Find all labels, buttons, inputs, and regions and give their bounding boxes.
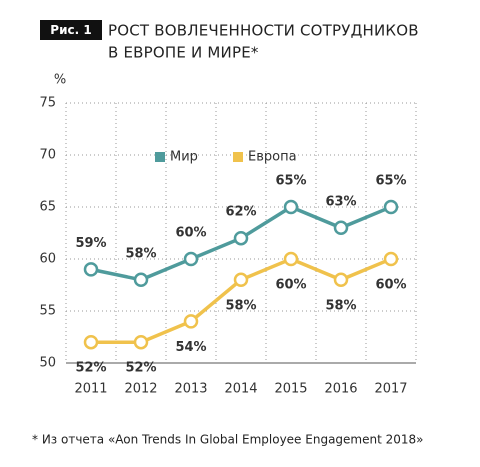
data-label: 52% xyxy=(125,361,156,376)
footnote: * Из отчета «Aon Trends In Global Employ… xyxy=(32,433,424,447)
data-label: 60% xyxy=(175,226,206,241)
point xyxy=(383,199,399,215)
point xyxy=(183,314,199,329)
y-tick-label: 50 xyxy=(39,356,56,371)
x-tick-label: 2014 xyxy=(224,382,257,397)
data-label: 58% xyxy=(325,298,356,313)
data-label: 60% xyxy=(375,278,406,293)
point xyxy=(333,220,349,236)
data-label: 63% xyxy=(325,194,356,209)
data-label: 54% xyxy=(175,340,206,355)
legend-swatch xyxy=(233,152,243,162)
data-label: 59% xyxy=(75,236,106,251)
legend-label: Европа xyxy=(248,150,297,165)
x-tick-label: 2011 xyxy=(74,382,107,397)
point xyxy=(283,199,299,215)
point xyxy=(283,251,299,267)
point xyxy=(233,272,249,288)
point xyxy=(233,230,249,246)
data-label: 58% xyxy=(225,298,256,313)
x-tick-label: 2017 xyxy=(374,382,407,397)
y-tick-label: 55 xyxy=(39,304,56,319)
y-unit: % xyxy=(54,73,66,88)
data-label: 65% xyxy=(275,174,306,189)
y-tick-label: 75 xyxy=(39,96,56,111)
x-tick-label: 2016 xyxy=(324,382,357,397)
x-tick-label: 2013 xyxy=(174,382,207,397)
y-tick-label: 65 xyxy=(39,200,56,215)
chart-title: В ЕВРОПЕ И МИРЕ* xyxy=(108,44,259,62)
data-label: 52% xyxy=(75,361,106,376)
x-tick-label: 2012 xyxy=(124,382,157,397)
point xyxy=(333,272,349,288)
data-label: 58% xyxy=(125,246,156,261)
data-label: 60% xyxy=(275,278,306,293)
figure-label: Рис. 1 xyxy=(50,23,91,37)
data-label: 62% xyxy=(225,205,256,220)
legend-swatch xyxy=(155,152,165,162)
point xyxy=(83,334,99,350)
legend-label: Мир xyxy=(170,150,198,165)
point xyxy=(133,272,149,288)
y-tick-label: 70 xyxy=(39,148,56,163)
point xyxy=(133,334,149,350)
point xyxy=(83,262,99,277)
point xyxy=(183,251,199,267)
y-tick-label: 60 xyxy=(39,252,56,267)
chart-title: РОСТ ВОВЛЕЧЕННОСТИ СОТРУДНИКОВ xyxy=(108,22,419,40)
point xyxy=(383,251,399,267)
figure-badge xyxy=(40,20,102,40)
x-tick-label: 2015 xyxy=(274,382,307,397)
data-label: 65% xyxy=(375,174,406,189)
